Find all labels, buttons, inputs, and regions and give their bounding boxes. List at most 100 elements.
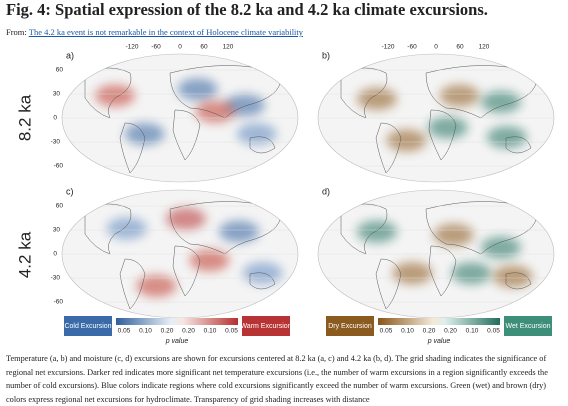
lat-tick-label: 0: [53, 115, 57, 122]
lon-tick-label: 120: [479, 44, 490, 51]
continent: [505, 136, 532, 154]
continent: [84, 67, 132, 119]
continent: [119, 258, 146, 310]
lon-tick-label: -120: [125, 44, 138, 51]
row-label: 4.2 ka: [15, 231, 34, 278]
continent: [425, 65, 537, 119]
shading-blob: [195, 100, 236, 123]
lat-tick-label: -30: [51, 139, 61, 146]
continent: [428, 245, 457, 297]
continent: [428, 109, 457, 161]
continent: [169, 201, 281, 255]
lat-tick-label: 60: [56, 203, 64, 210]
figure: 8.2 ka 4.2 ka a) c) b) d) -120 -60 0 60 120 -120 -60…: [15, 44, 555, 345]
caption: Temperature (a, b) and moisture (c, d) e…: [6, 354, 548, 404]
scale-tick-label: 0.20: [161, 328, 174, 335]
panel-label: a): [66, 50, 74, 60]
lat-tick-label: -60: [54, 299, 64, 306]
shading-blob: [439, 84, 480, 107]
shading-blob: [165, 207, 206, 230]
lat-tick-label: 0: [53, 251, 57, 258]
shading-blob: [357, 220, 397, 243]
lon-tick-label: 120: [223, 44, 234, 51]
legend-label: Wet Excursion: [506, 323, 551, 330]
color-scale: [378, 318, 500, 325]
article-link[interactable]: The 4.2 ka event is not remarkable in th…: [28, 27, 304, 37]
scale-tick-label: 0.20: [423, 328, 436, 335]
shading-blob: [480, 236, 521, 259]
continent: [169, 65, 281, 119]
map-panel: [61, 189, 299, 319]
lon-tick-label: -60: [151, 44, 161, 51]
map-shading: [318, 65, 554, 174]
scale-tick-label: 0.20: [182, 328, 195, 335]
scale-tick-label: 0.20: [444, 328, 457, 335]
shading-blob: [427, 116, 468, 139]
panel-label: b): [322, 50, 330, 60]
legend-box: [326, 316, 374, 336]
lon-tick-label: 60: [456, 44, 464, 51]
map-shading: [62, 201, 298, 310]
figure-title: Fig. 4: Spatial expression of the 8.2 ka…: [6, 0, 488, 19]
scale-axis-label: p value: [427, 338, 451, 345]
continent: [172, 245, 201, 297]
legend-label: Dry Excursion: [328, 323, 372, 330]
map-panel: [317, 189, 555, 319]
panel-label: c): [66, 186, 74, 196]
scale-tick-label: 0.05: [380, 328, 393, 335]
scale-tick-label: 0.10: [466, 328, 479, 335]
shading-blob: [492, 265, 533, 288]
shading-blob: [236, 123, 277, 145]
shading-blob: [386, 129, 427, 152]
scale-tick-label: 0.10: [204, 328, 217, 335]
shading-blob: [177, 78, 218, 101]
legend-box: [504, 316, 552, 336]
panel-label: d): [322, 186, 330, 196]
lon-tick-label: 0: [178, 44, 182, 51]
continent: [172, 109, 201, 161]
from-label: From:: [6, 27, 27, 37]
continent: [340, 67, 388, 119]
row-label: 8.2 ka: [15, 94, 34, 141]
continent: [425, 201, 537, 255]
shading-blob: [106, 217, 147, 240]
lat-tick-label: 30: [53, 227, 61, 234]
shading-blob: [480, 91, 521, 113]
continent: [249, 136, 276, 154]
lat-tick-label: 30: [53, 91, 61, 98]
scale-tick-label: 0.05: [118, 328, 131, 335]
shading-blob: [124, 123, 165, 145]
continent: [505, 272, 532, 290]
source-line: From: The 4.2 ka event is not remarkable…: [6, 27, 303, 37]
legend-label: Warm Excursion: [240, 323, 291, 330]
shading-blob: [219, 220, 259, 243]
continent: [119, 122, 146, 174]
shading-blob: [95, 84, 136, 107]
lon-tick-label: 0: [434, 44, 438, 51]
lat-tick-label: 60: [56, 67, 64, 74]
continent: [340, 203, 388, 255]
map-panel: [61, 53, 299, 183]
scale-tick-label: 0.05: [487, 328, 500, 335]
lat-tick-label: -60: [54, 163, 64, 170]
lon-tick-label: -60: [407, 44, 417, 51]
shading-blob: [433, 223, 474, 246]
shading-blob: [136, 275, 177, 297]
scale-axis-label: p value: [165, 338, 189, 345]
shading-blob: [357, 87, 397, 110]
scale-tick-label: 0.05: [225, 328, 238, 335]
shading-blob: [486, 126, 527, 149]
lon-tick-label: -120: [381, 44, 394, 51]
lat-tick-label: -30: [51, 275, 61, 282]
legend-box: [64, 316, 112, 336]
legend-label: Cold Excursion: [64, 323, 111, 330]
continent: [249, 272, 276, 290]
legend-box: [242, 316, 290, 336]
scale-tick-label: 0.10: [401, 328, 414, 335]
scale-tick-label: 0.10: [139, 328, 152, 335]
shading-blob: [189, 249, 230, 272]
continent: [375, 258, 402, 310]
shading-blob: [392, 262, 433, 285]
shading-blob: [451, 262, 492, 285]
